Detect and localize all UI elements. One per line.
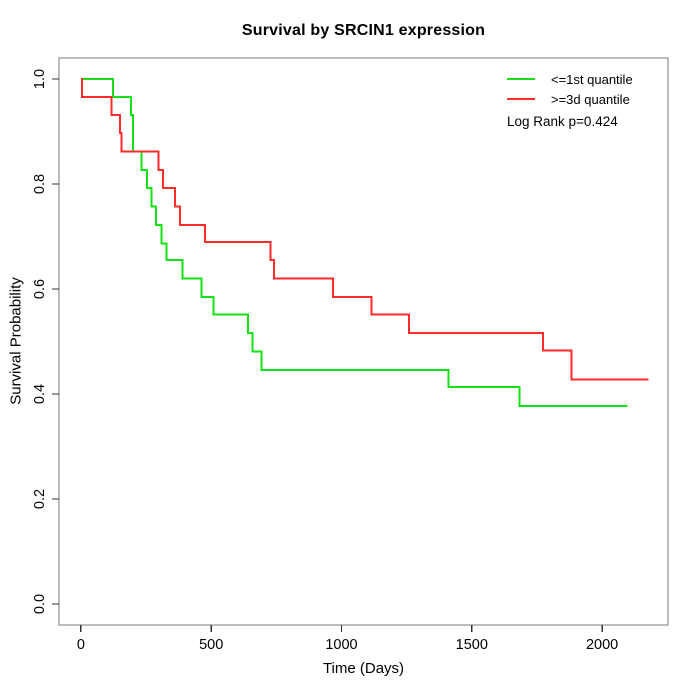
y-axis-tick-label: 0.2 [32,489,48,509]
x-axis-tick-label: 2000 [586,637,618,653]
y-axis-tick-label: 1.0 [32,69,48,89]
plot-box [58,57,669,626]
y-axis-tick-label: 0.4 [32,384,48,404]
legend: <=1st quantile >=3d quantile [507,69,633,109]
legend-swatch-green-line [507,78,535,80]
x-axis-tick-label: 0 [77,637,85,653]
legend-item-high-expression: >=3d quantile [507,89,633,109]
y-axis-tick-label: 0.6 [32,279,48,299]
y-axis-tick-label: 0.0 [32,594,48,614]
legend-item-low-expression: <=1st quantile [507,69,633,89]
log-rank-pvalue: Log Rank p=0.424 [507,114,618,129]
survival-curve-third-quantile [80,78,649,381]
x-axis-tick-label: 1500 [456,637,488,653]
legend-label-third-quantile: >=3d quantile [551,91,630,107]
x-axis-tick-label: 500 [199,637,223,653]
chart-title: Survival by SRCIN1 expression [241,22,486,39]
y-axis-tick-label: 0.8 [32,174,48,194]
legend-swatch-red-line [507,98,535,100]
x-axis-tick-label: 1000 [325,637,357,653]
legend-label-first-quantile: <=1st quantile [551,71,633,87]
survival-curve-first-quantile [80,78,628,408]
x-axis-title: Time (Days) [322,660,405,677]
